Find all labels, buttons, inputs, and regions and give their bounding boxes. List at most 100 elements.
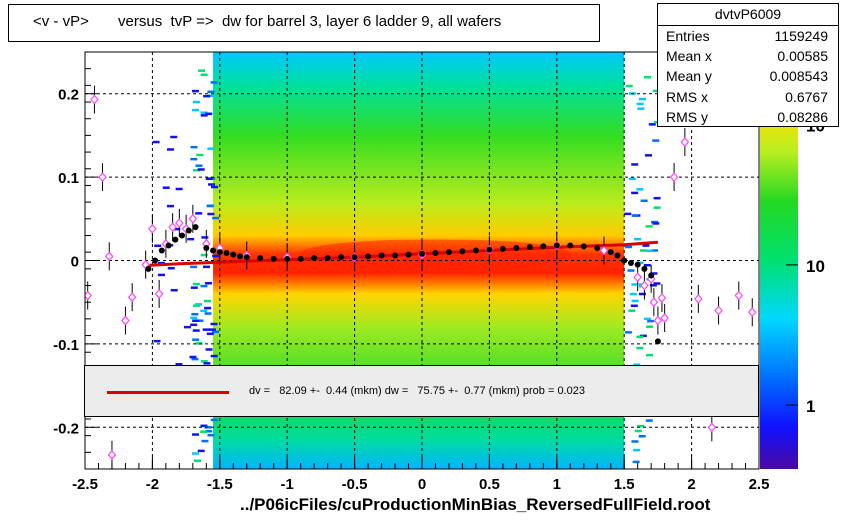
sparse-bin xyxy=(648,123,656,126)
sparse-bin xyxy=(624,212,632,216)
sparse-bin xyxy=(192,329,200,332)
sparse-bin xyxy=(649,284,657,287)
axes: -2.5 -2 -1.5 -1 -0.5 0 0.5 1 1.5 2 2.5 -0.2 -0.1 0 0.1… xyxy=(53,51,770,493)
stats-title: dvtvP6009 xyxy=(658,4,838,26)
stats-key: Entries xyxy=(666,28,710,44)
sparse-bin xyxy=(637,424,645,428)
sparse-bin xyxy=(205,112,213,116)
sparse-bin xyxy=(631,214,639,217)
sparse-bin xyxy=(200,424,208,428)
sparse-bin xyxy=(652,139,660,142)
sparse-bin xyxy=(625,245,633,249)
profile-point xyxy=(392,252,399,259)
sparse-bin xyxy=(208,183,216,186)
profile-points xyxy=(145,224,661,345)
profile-point xyxy=(499,245,506,252)
sparse-bin xyxy=(647,319,655,323)
alt-profile-point xyxy=(660,313,669,323)
sparse-bin xyxy=(152,140,160,144)
profile-point xyxy=(526,244,533,251)
stats-value: 0.08286 xyxy=(777,109,828,125)
alt-profile-point xyxy=(657,293,667,303)
sparse-bin xyxy=(190,265,198,269)
sparse-bin xyxy=(206,204,214,208)
sparse-bin xyxy=(190,145,198,149)
sparse-bin xyxy=(201,439,209,443)
x-tick-label: -2.5 xyxy=(72,476,98,493)
sparse-bin xyxy=(645,419,653,422)
sparse-bin xyxy=(638,97,646,101)
sparse-bin xyxy=(212,216,220,220)
sparse-bin xyxy=(210,418,218,422)
stats-row: RMS y 0.08286 xyxy=(666,107,828,127)
profile-point xyxy=(216,249,223,256)
color-scale-label: 10 xyxy=(806,257,825,276)
sparse-bin xyxy=(642,244,650,247)
stats-value: 0.008543 xyxy=(769,68,828,84)
sparse-bin xyxy=(631,163,639,166)
sparse-bin xyxy=(650,272,658,275)
sparse-bin xyxy=(634,237,642,241)
sparse-bin xyxy=(203,94,211,98)
sparse-bin xyxy=(204,312,212,315)
sparse-bin xyxy=(644,154,652,157)
sparse-bin xyxy=(166,204,174,208)
profile-point xyxy=(580,243,587,250)
profile-point xyxy=(158,247,165,254)
sparse-bin xyxy=(166,148,174,151)
x-tick-label: 2 xyxy=(687,476,695,493)
sparse-bin xyxy=(643,263,651,267)
profile-point xyxy=(179,232,186,239)
profile-point xyxy=(145,265,152,272)
sparse-bin xyxy=(631,283,639,286)
alt-profile-point xyxy=(694,293,703,304)
sparse-bin xyxy=(195,164,203,167)
sparse-bin xyxy=(195,212,203,215)
profile-point xyxy=(203,244,210,251)
sparse-bin xyxy=(200,430,208,433)
x-tick-label: -2 xyxy=(146,476,159,493)
sparse-bin xyxy=(637,107,645,110)
sparse-bin xyxy=(196,153,204,157)
sparse-bin xyxy=(198,69,206,72)
sparse-bin xyxy=(195,303,203,306)
alt-profile-point xyxy=(633,272,642,283)
sparse-bin xyxy=(204,306,212,310)
sparse-bin xyxy=(205,281,213,285)
sparse-bin xyxy=(190,157,198,161)
x-tick-label: 2.5 xyxy=(749,476,770,493)
sparse-bin xyxy=(628,177,636,181)
alt-profile-point xyxy=(599,245,609,256)
file-label: ../P06icFiles/cuProductionMinBias_Revers… xyxy=(240,495,711,514)
x-tick-label: -1.5 xyxy=(207,476,233,493)
profile-point xyxy=(365,253,372,260)
sparse-bin xyxy=(200,284,208,288)
sparse-bin xyxy=(207,147,215,150)
profile-point xyxy=(540,243,547,250)
profile-point xyxy=(648,272,655,279)
sparse-bin xyxy=(195,342,203,345)
profile-point xyxy=(210,247,217,254)
sparse-bin xyxy=(175,362,183,366)
profile-point xyxy=(185,227,192,234)
sparse-bin xyxy=(192,100,200,104)
sparse-bin xyxy=(628,309,636,312)
profile-point xyxy=(172,236,179,243)
sparse-bin xyxy=(629,292,637,296)
alt-profile-point xyxy=(148,223,157,234)
sparse-bin xyxy=(205,177,213,181)
profile-point xyxy=(230,251,237,258)
color-scale-label: 1 xyxy=(806,397,815,416)
alt-profile-point xyxy=(121,315,130,326)
sparse-bin xyxy=(645,225,653,228)
profile-point xyxy=(223,249,230,256)
stats-value: 0.00585 xyxy=(777,48,828,64)
profile-point xyxy=(237,253,244,260)
sparse-bin xyxy=(205,430,213,433)
sparse-bin xyxy=(170,135,178,139)
sparse-bin xyxy=(208,94,216,97)
sparse-bin xyxy=(633,448,641,452)
sparse-bin xyxy=(167,266,175,270)
stats-value: 1159249 xyxy=(774,28,828,44)
sparse-bin xyxy=(200,114,208,117)
